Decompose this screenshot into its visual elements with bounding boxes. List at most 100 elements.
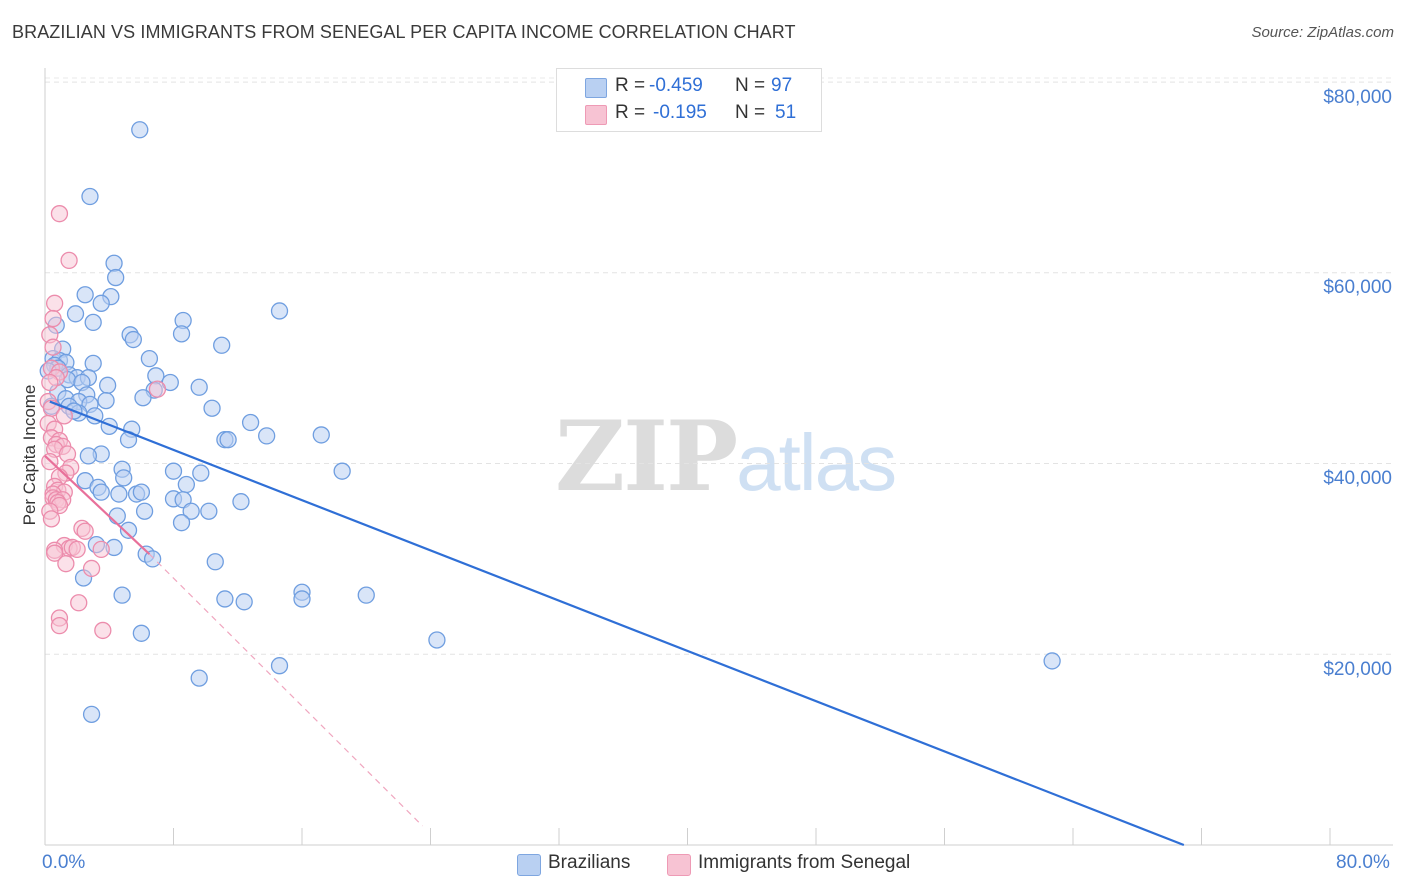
data-point-brazilians bbox=[293, 590, 311, 608]
n-value: 97 bbox=[771, 75, 793, 96]
axes bbox=[44, 68, 1393, 846]
data-point-senegal bbox=[60, 251, 78, 270]
data-point-brazilians bbox=[182, 502, 200, 520]
data-point-senegal bbox=[45, 544, 64, 562]
data-point-brazilians bbox=[206, 553, 224, 571]
gridlines bbox=[45, 77, 1393, 655]
data-point-brazilians bbox=[216, 590, 234, 608]
legend-label-senegal: Immigrants from Senegal bbox=[698, 852, 911, 873]
data-point-brazilians bbox=[66, 305, 85, 323]
data-point-brazilians bbox=[131, 121, 149, 139]
data-point-senegal bbox=[44, 338, 62, 356]
r-label: R = bbox=[615, 102, 646, 123]
data-point-senegal bbox=[92, 540, 110, 559]
data-point-senegal bbox=[68, 540, 86, 559]
data-point-brazilians bbox=[190, 378, 208, 396]
data-point-brazilians bbox=[110, 485, 128, 503]
r-label: R = bbox=[615, 75, 646, 96]
data-point-brazilians bbox=[203, 399, 221, 417]
watermark-zip: ZIP bbox=[555, 400, 738, 513]
data-point-senegal bbox=[57, 555, 75, 573]
data-point-senegal bbox=[82, 559, 101, 578]
y-tick-label: $80,000 bbox=[1323, 87, 1392, 108]
data-point-senegal bbox=[70, 594, 88, 612]
data-point-brazilians bbox=[270, 657, 289, 675]
n-label: N = bbox=[735, 75, 766, 96]
data-point-brazilians bbox=[76, 286, 94, 304]
pink-swatch bbox=[585, 105, 607, 125]
y-tick-label: $20,000 bbox=[1323, 659, 1392, 680]
r-value: -0.459 bbox=[649, 75, 703, 96]
data-point-brazilians bbox=[115, 469, 133, 487]
data-point-brazilians bbox=[200, 502, 218, 520]
data-point-brazilians bbox=[132, 483, 151, 501]
data-point-brazilians bbox=[177, 475, 196, 494]
data-point-brazilians bbox=[107, 268, 125, 287]
data-point-brazilians bbox=[82, 705, 101, 723]
data-point-brazilians bbox=[357, 586, 375, 604]
data-point-brazilians bbox=[140, 349, 159, 368]
data-point-brazilians bbox=[113, 586, 131, 604]
r-value: -0.195 bbox=[653, 102, 707, 123]
legend-label-brazilians: Brazilians bbox=[548, 852, 631, 873]
source-label: Source: ZipAtlas.com bbox=[1251, 24, 1394, 41]
data-point-brazilians bbox=[79, 447, 98, 465]
data-point-brazilians bbox=[235, 593, 253, 611]
series-senegal bbox=[39, 205, 167, 640]
n-value: 51 bbox=[775, 102, 797, 123]
data-point-senegal bbox=[45, 294, 64, 312]
trend-line-brazilians bbox=[49, 400, 1185, 847]
trend-line-senegal bbox=[44, 455, 151, 555]
x-tick-label-min: 0.0% bbox=[42, 852, 86, 873]
data-point-brazilians bbox=[428, 631, 446, 649]
data-point-brazilians bbox=[333, 462, 351, 480]
data-point-brazilians bbox=[172, 325, 191, 343]
data-point-brazilians bbox=[92, 294, 110, 312]
data-point-senegal bbox=[42, 510, 61, 528]
data-point-brazilians bbox=[164, 462, 183, 480]
data-point-brazilians bbox=[135, 502, 154, 520]
data-point-brazilians bbox=[172, 514, 191, 532]
data-point-brazilians bbox=[213, 336, 231, 354]
stats-box: R = -0.459 N = 97 R = -0.195 N = 51 bbox=[556, 68, 822, 132]
data-point-brazilians bbox=[270, 302, 289, 320]
y-tick-label: $40,000 bbox=[1323, 468, 1392, 489]
legend-swatch-senegal bbox=[667, 854, 691, 876]
y-axis-title: Per Capita Income bbox=[20, 384, 39, 526]
data-point-brazilians bbox=[192, 464, 210, 482]
data-point-brazilians bbox=[81, 187, 99, 206]
data-point-brazilians bbox=[312, 426, 330, 444]
x-tick-label-max: 80.0% bbox=[1336, 852, 1390, 873]
series-brazilians bbox=[39, 121, 1061, 723]
data-point-brazilians bbox=[84, 354, 102, 373]
chart-title: BRAZILIAN VS IMMIGRANTS FROM SENEGAL PER… bbox=[12, 22, 796, 42]
data-point-brazilians bbox=[84, 313, 102, 332]
data-point-senegal bbox=[148, 380, 167, 398]
data-point-brazilians bbox=[132, 624, 151, 642]
data-point-brazilians bbox=[124, 330, 142, 349]
data-point-senegal bbox=[76, 522, 94, 540]
data-point-brazilians bbox=[190, 669, 208, 687]
data-point-brazilians bbox=[232, 493, 250, 511]
data-point-brazilians bbox=[219, 431, 237, 449]
y-tick-label: $60,000 bbox=[1323, 277, 1392, 298]
blue-swatch bbox=[585, 78, 607, 98]
data-point-brazilians bbox=[97, 391, 115, 410]
data-point-brazilians bbox=[241, 413, 260, 432]
watermark: ZIPatlas bbox=[555, 400, 897, 513]
data-point-senegal bbox=[41, 373, 59, 392]
data-point-brazilians bbox=[134, 389, 152, 407]
data-point-brazilians bbox=[119, 521, 138, 539]
data-point-senegal bbox=[44, 309, 62, 328]
data-point-senegal bbox=[50, 205, 69, 223]
data-point-brazilians bbox=[98, 376, 117, 394]
data-point-brazilians bbox=[258, 427, 276, 445]
data-point-brazilians bbox=[1043, 652, 1061, 670]
data-point-senegal bbox=[94, 621, 112, 640]
watermark-atlas: atlas bbox=[736, 418, 897, 507]
legend-swatch-brazilians bbox=[517, 854, 541, 876]
trend-line-senegal-extension bbox=[148, 553, 423, 827]
n-label: N = bbox=[735, 102, 766, 123]
data-point-brazilians bbox=[108, 507, 126, 525]
